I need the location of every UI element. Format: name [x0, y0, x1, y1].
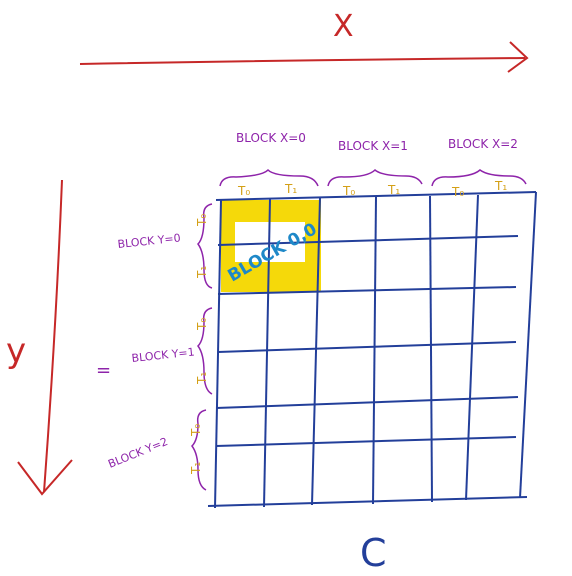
thread-label-t1: T₁: [284, 182, 297, 196]
c-label: C: [360, 531, 387, 575]
thread-grid: [207, 191, 537, 509]
x-axis-arrow: [79, 41, 529, 73]
block-y-2-label: BLOCK Y=2: [106, 435, 170, 471]
thread-label-t1: T₁: [189, 462, 203, 475]
thread-label-t0: T₀: [195, 214, 209, 227]
x-axis-label: X: [333, 9, 354, 44]
thread-label-t1: T₁: [195, 372, 209, 385]
left-braces: [191, 203, 213, 491]
thread-label-t0: T₀: [195, 318, 209, 331]
block-y-1-label: BLOCK Y=1: [131, 345, 195, 365]
thread-label-t0: T₀: [237, 184, 250, 198]
y-axis-label: y: [6, 331, 26, 371]
thread-label-t1: T₁: [494, 179, 507, 193]
y-axis-arrow: [17, 179, 73, 496]
thread-label-t0: T₀: [342, 184, 355, 198]
block-x-2-label: BLOCK X=2: [448, 137, 518, 151]
block-x-0-label: BLOCK X=0: [236, 131, 306, 145]
dash-mark: =: [96, 360, 111, 381]
block-x-1-label: BLOCK X=1: [338, 139, 408, 153]
thread-label-t1: T₁: [195, 266, 209, 279]
top-braces: [219, 168, 527, 187]
block-y-0-label: BLOCK Y=0: [117, 231, 181, 251]
thread-label-t1: T₁: [387, 183, 400, 197]
thread-label-t0: T₀: [189, 424, 203, 437]
thread-label-t0: T₀: [451, 185, 464, 199]
